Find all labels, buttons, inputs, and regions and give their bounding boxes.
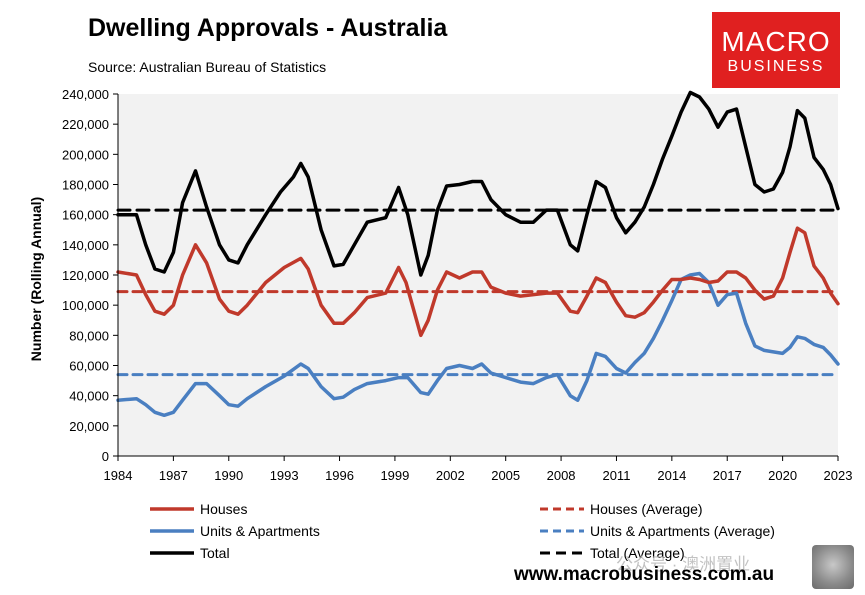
y-tick-label: 160,000 [62,208,109,223]
y-tick-label: 220,000 [62,117,109,132]
y-tick-label: 120,000 [62,268,109,283]
x-axis-ticks: 1984 1987 1990 1993 1996 1999 2002 2005 2008 2011… [104,456,853,483]
x-tick-label: 1984 [104,468,133,483]
x-tick-label: 1993 [270,468,299,483]
x-tick-label: 2023 [824,468,853,483]
legend-label-total: Total [200,545,230,561]
y-tick-label: 20,000 [69,419,109,434]
y-axis-label: Number (Rolling Annual) [28,196,44,362]
legend-label-houses-average: Houses (Average) [590,501,703,517]
y-tick-label: 60,000 [69,359,109,374]
x-tick-label: 2014 [657,468,686,483]
macrobusiness-logo: MACRO BUSINESS [712,12,840,88]
y-tick-label: 80,000 [69,328,109,343]
chart-title: Dwelling Approvals - Australia [88,14,448,42]
legend-label-units: Units & Apartments [200,523,320,539]
series-line-total [116,90,840,277]
wolf-avatar-icon [812,545,854,589]
legend-label-units-average: Units & Apartments (Average) [590,523,775,539]
y-axis-ticks: 0 20,000 40,000 60,000 80,000 100,000 120,000 1… [62,87,118,464]
y-tick-label: 100,000 [62,298,109,313]
x-tick-label: 1987 [159,468,188,483]
x-tick-label: 1996 [325,468,354,483]
y-tick-label: 140,000 [62,238,109,253]
logo-line-1: MACRO [721,26,831,57]
x-tick-label: 2017 [713,468,742,483]
x-tick-label: 1990 [214,468,243,483]
y-tick-label: 0 [102,449,109,464]
x-tick-label: 2011 [602,468,630,483]
series-lines [116,90,840,418]
x-tick-label: 1999 [380,468,409,483]
y-tick-label: 200,000 [62,147,109,162]
legend-label-total-average: Total (Average) [590,545,685,561]
series-line-houses [116,226,840,338]
series-line-units-apartments [116,271,840,418]
y-tick-label: 40,000 [69,389,109,404]
x-tick-label: 2020 [768,468,797,483]
website-url: www.macrobusiness.com.au [514,564,775,585]
x-tick-label: 2005 [491,468,520,483]
chart-subtitle: Source: Australian Bureau of Statistics [88,59,327,75]
x-tick-label: 2008 [547,468,576,483]
y-tick-label: 180,000 [62,178,109,193]
plot-area [118,94,838,456]
wechat-watermark: 公众号 · 澳洲置业 [616,555,751,574]
legend-label-houses: Houses [200,501,248,517]
x-tick-label: 2002 [436,468,465,483]
y-tick-label: 240,000 [62,87,109,102]
logo-line-2: BUSINESS [727,58,825,75]
